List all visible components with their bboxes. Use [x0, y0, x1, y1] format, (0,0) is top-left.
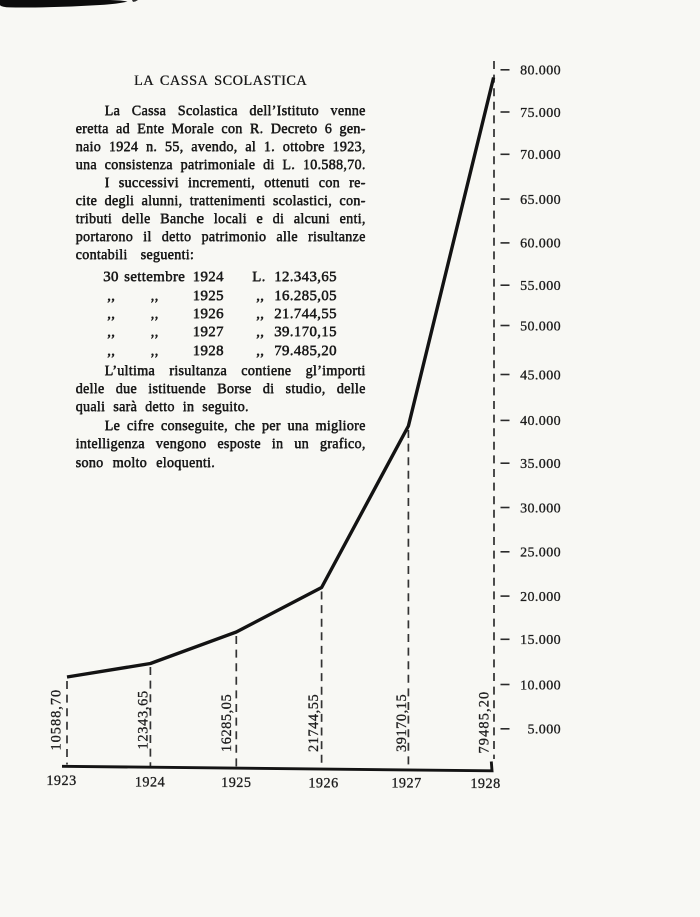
svg-text:50.000: 50.000 — [520, 319, 561, 334]
svg-text:15.000: 15.000 — [520, 633, 561, 648]
svg-text:30.000: 30.000 — [520, 501, 561, 516]
svg-text:1928: 1928 — [470, 776, 500, 792]
svg-text:40.000: 40.000 — [520, 414, 561, 429]
svg-text:45.000: 45.000 — [520, 368, 561, 383]
svg-text:75.000: 75.000 — [520, 106, 561, 121]
svg-text:10588,70: 10588,70 — [49, 690, 65, 751]
svg-text:20.000: 20.000 — [520, 590, 561, 605]
svg-text:80.000: 80.000 — [520, 64, 561, 79]
svg-text:25.000: 25.000 — [520, 546, 561, 561]
svg-text:12343,65: 12343,65 — [136, 691, 152, 750]
svg-text:79485,20: 79485,20 — [477, 692, 493, 754]
svg-text:1924: 1924 — [135, 774, 165, 790]
svg-text:65.000: 65.000 — [520, 193, 561, 208]
svg-text:39170,15: 39170,15 — [394, 694, 410, 752]
svg-text:35.000: 35.000 — [520, 457, 561, 472]
svg-text:55.000: 55.000 — [520, 279, 561, 294]
svg-text:60.000: 60.000 — [520, 237, 561, 252]
svg-text:1925: 1925 — [221, 775, 251, 791]
svg-text:1927: 1927 — [391, 775, 421, 791]
svg-text:21744,55: 21744,55 — [306, 694, 322, 752]
svg-text:5.000: 5.000 — [528, 723, 562, 738]
svg-text:70.000: 70.000 — [520, 148, 561, 163]
svg-text:16285,05: 16285,05 — [219, 694, 235, 752]
svg-text:1923: 1923 — [46, 773, 76, 789]
svg-text:1926: 1926 — [308, 775, 338, 791]
svg-text:10.000: 10.000 — [520, 678, 561, 693]
